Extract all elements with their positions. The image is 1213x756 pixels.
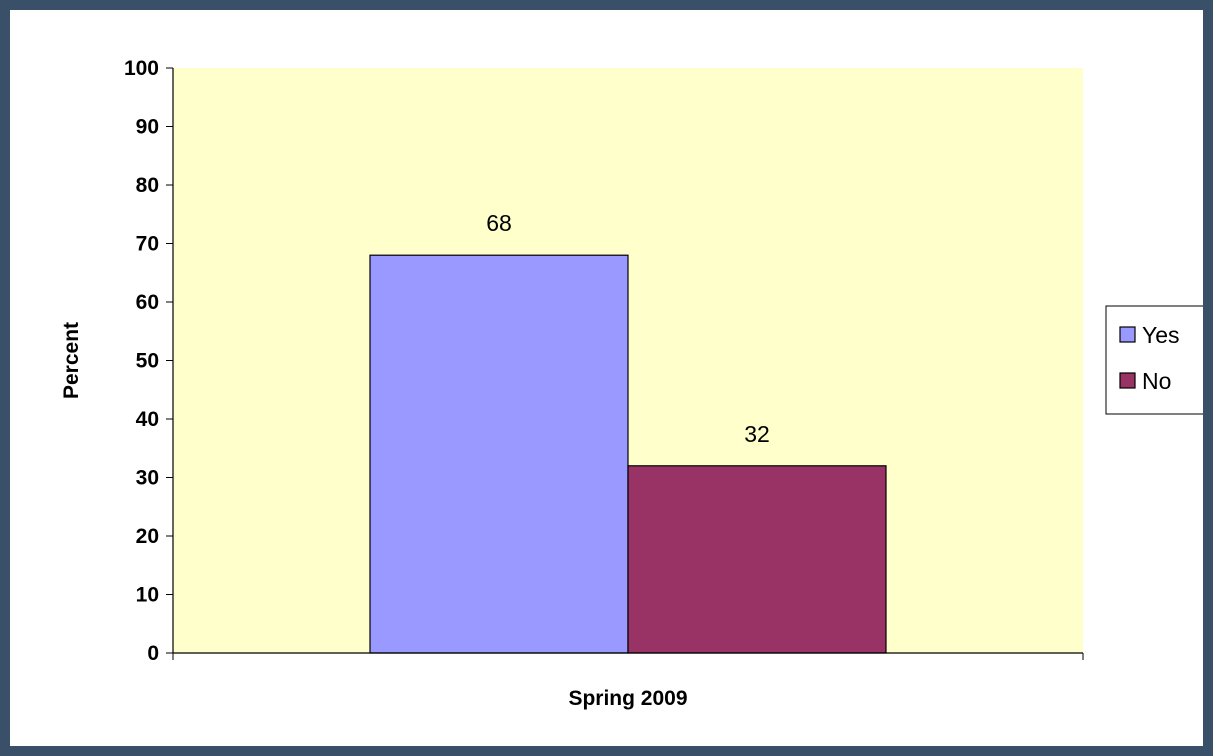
y-tick-label: 80 <box>136 174 159 197</box>
legend-label-no: No <box>1142 368 1171 394</box>
data-label-no: 32 <box>744 421 770 447</box>
legend-box <box>1105 305 1203 415</box>
legend: Yes No <box>1105 305 1203 415</box>
y-tick-label: 50 <box>136 350 159 373</box>
y-tick-label: 60 <box>136 291 159 314</box>
axes <box>172 68 1084 660</box>
legend-label-yes: Yes <box>1142 322 1180 348</box>
legend-swatch-no <box>1119 372 1136 389</box>
data-label-yes: 68 <box>486 210 512 236</box>
y-axis-title: Percent <box>60 322 83 399</box>
bars: 68 32 <box>369 210 887 654</box>
chart-frame: 0 10 20 30 40 50 60 70 80 90 100 68 32 Percent Spri… <box>10 10 1203 746</box>
y-tick-label: 100 <box>124 57 159 80</box>
y-tick-label: 0 <box>147 642 159 665</box>
y-tick-label: 90 <box>136 116 159 139</box>
bar-chart: 0 10 20 30 40 50 60 70 80 90 100 68 32 Percent Spri… <box>60 57 1203 710</box>
y-tick-label: 40 <box>136 408 159 431</box>
y-tick-label: 30 <box>136 467 159 490</box>
y-tick-label: 10 <box>136 584 159 607</box>
bar-no <box>627 465 887 654</box>
bar-yes <box>369 254 629 654</box>
y-tick-label: 70 <box>136 233 159 256</box>
x-axis-title: Spring 2009 <box>568 687 687 710</box>
y-tick-label: 20 <box>136 525 159 548</box>
y-axis-ticks: 0 10 20 30 40 50 60 70 80 90 100 <box>124 57 173 665</box>
legend-swatch-yes <box>1119 326 1136 343</box>
